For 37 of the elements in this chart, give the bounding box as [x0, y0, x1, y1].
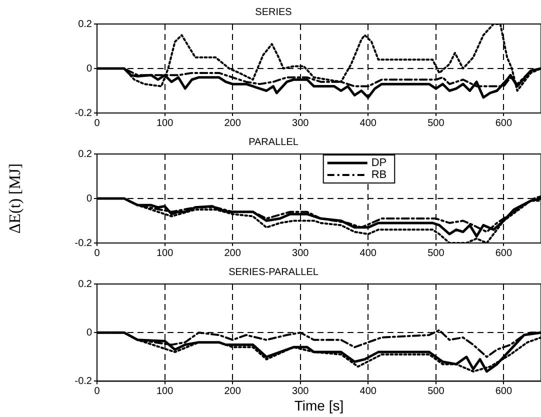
legend-label: DP: [371, 157, 387, 170]
x-tick-label: 600: [495, 248, 512, 259]
x-tick-label: 500: [428, 118, 445, 129]
y-tick-label: -0.2: [74, 238, 92, 249]
x-tick-label: 0: [94, 248, 100, 259]
x-tick-label: 500: [428, 248, 445, 259]
x-tick-label: 200: [224, 118, 242, 129]
y-axis-title: ΔE(t) [MJ]: [6, 163, 24, 234]
y-tick-label: 0: [86, 193, 92, 204]
y-tick-label: 0: [86, 327, 92, 338]
y-tick-label: 0.2: [78, 18, 92, 30]
x-tick-label: 300: [292, 118, 310, 129]
y-tick-label: -0.2: [74, 376, 92, 387]
x-tick-label: 600: [495, 118, 512, 129]
x-tick-label: 100: [156, 248, 174, 259]
x-tick-label: 0: [94, 386, 100, 397]
x-axis-title: Time [s]: [294, 397, 344, 414]
chart-title: SERIES-PARALLEL: [228, 266, 319, 278]
x-tick-label: 400: [360, 248, 377, 259]
y-tick-label: 0.2: [78, 278, 92, 290]
legend-label: RB: [371, 169, 387, 182]
chart-title: SERIES: [255, 6, 292, 18]
x-tick-label: 600: [495, 386, 512, 397]
x-tick-label: 100: [156, 118, 174, 129]
x-tick-label: 200: [224, 386, 242, 397]
x-tick-label: 0: [94, 118, 100, 129]
chart-title: PARALLEL: [248, 136, 299, 148]
x-tick-label: 200: [224, 248, 242, 259]
x-tick-label: 500: [428, 386, 445, 397]
x-tick-label: 300: [292, 386, 310, 397]
y-tick-label: -0.2: [74, 108, 92, 119]
x-tick-label: 400: [360, 386, 377, 397]
x-tick-label: 400: [360, 118, 377, 129]
x-tick-label: 100: [156, 386, 174, 397]
x-tick-label: 300: [292, 248, 310, 259]
y-tick-label: 0.2: [78, 148, 92, 160]
y-tick-label: 0: [86, 63, 92, 74]
